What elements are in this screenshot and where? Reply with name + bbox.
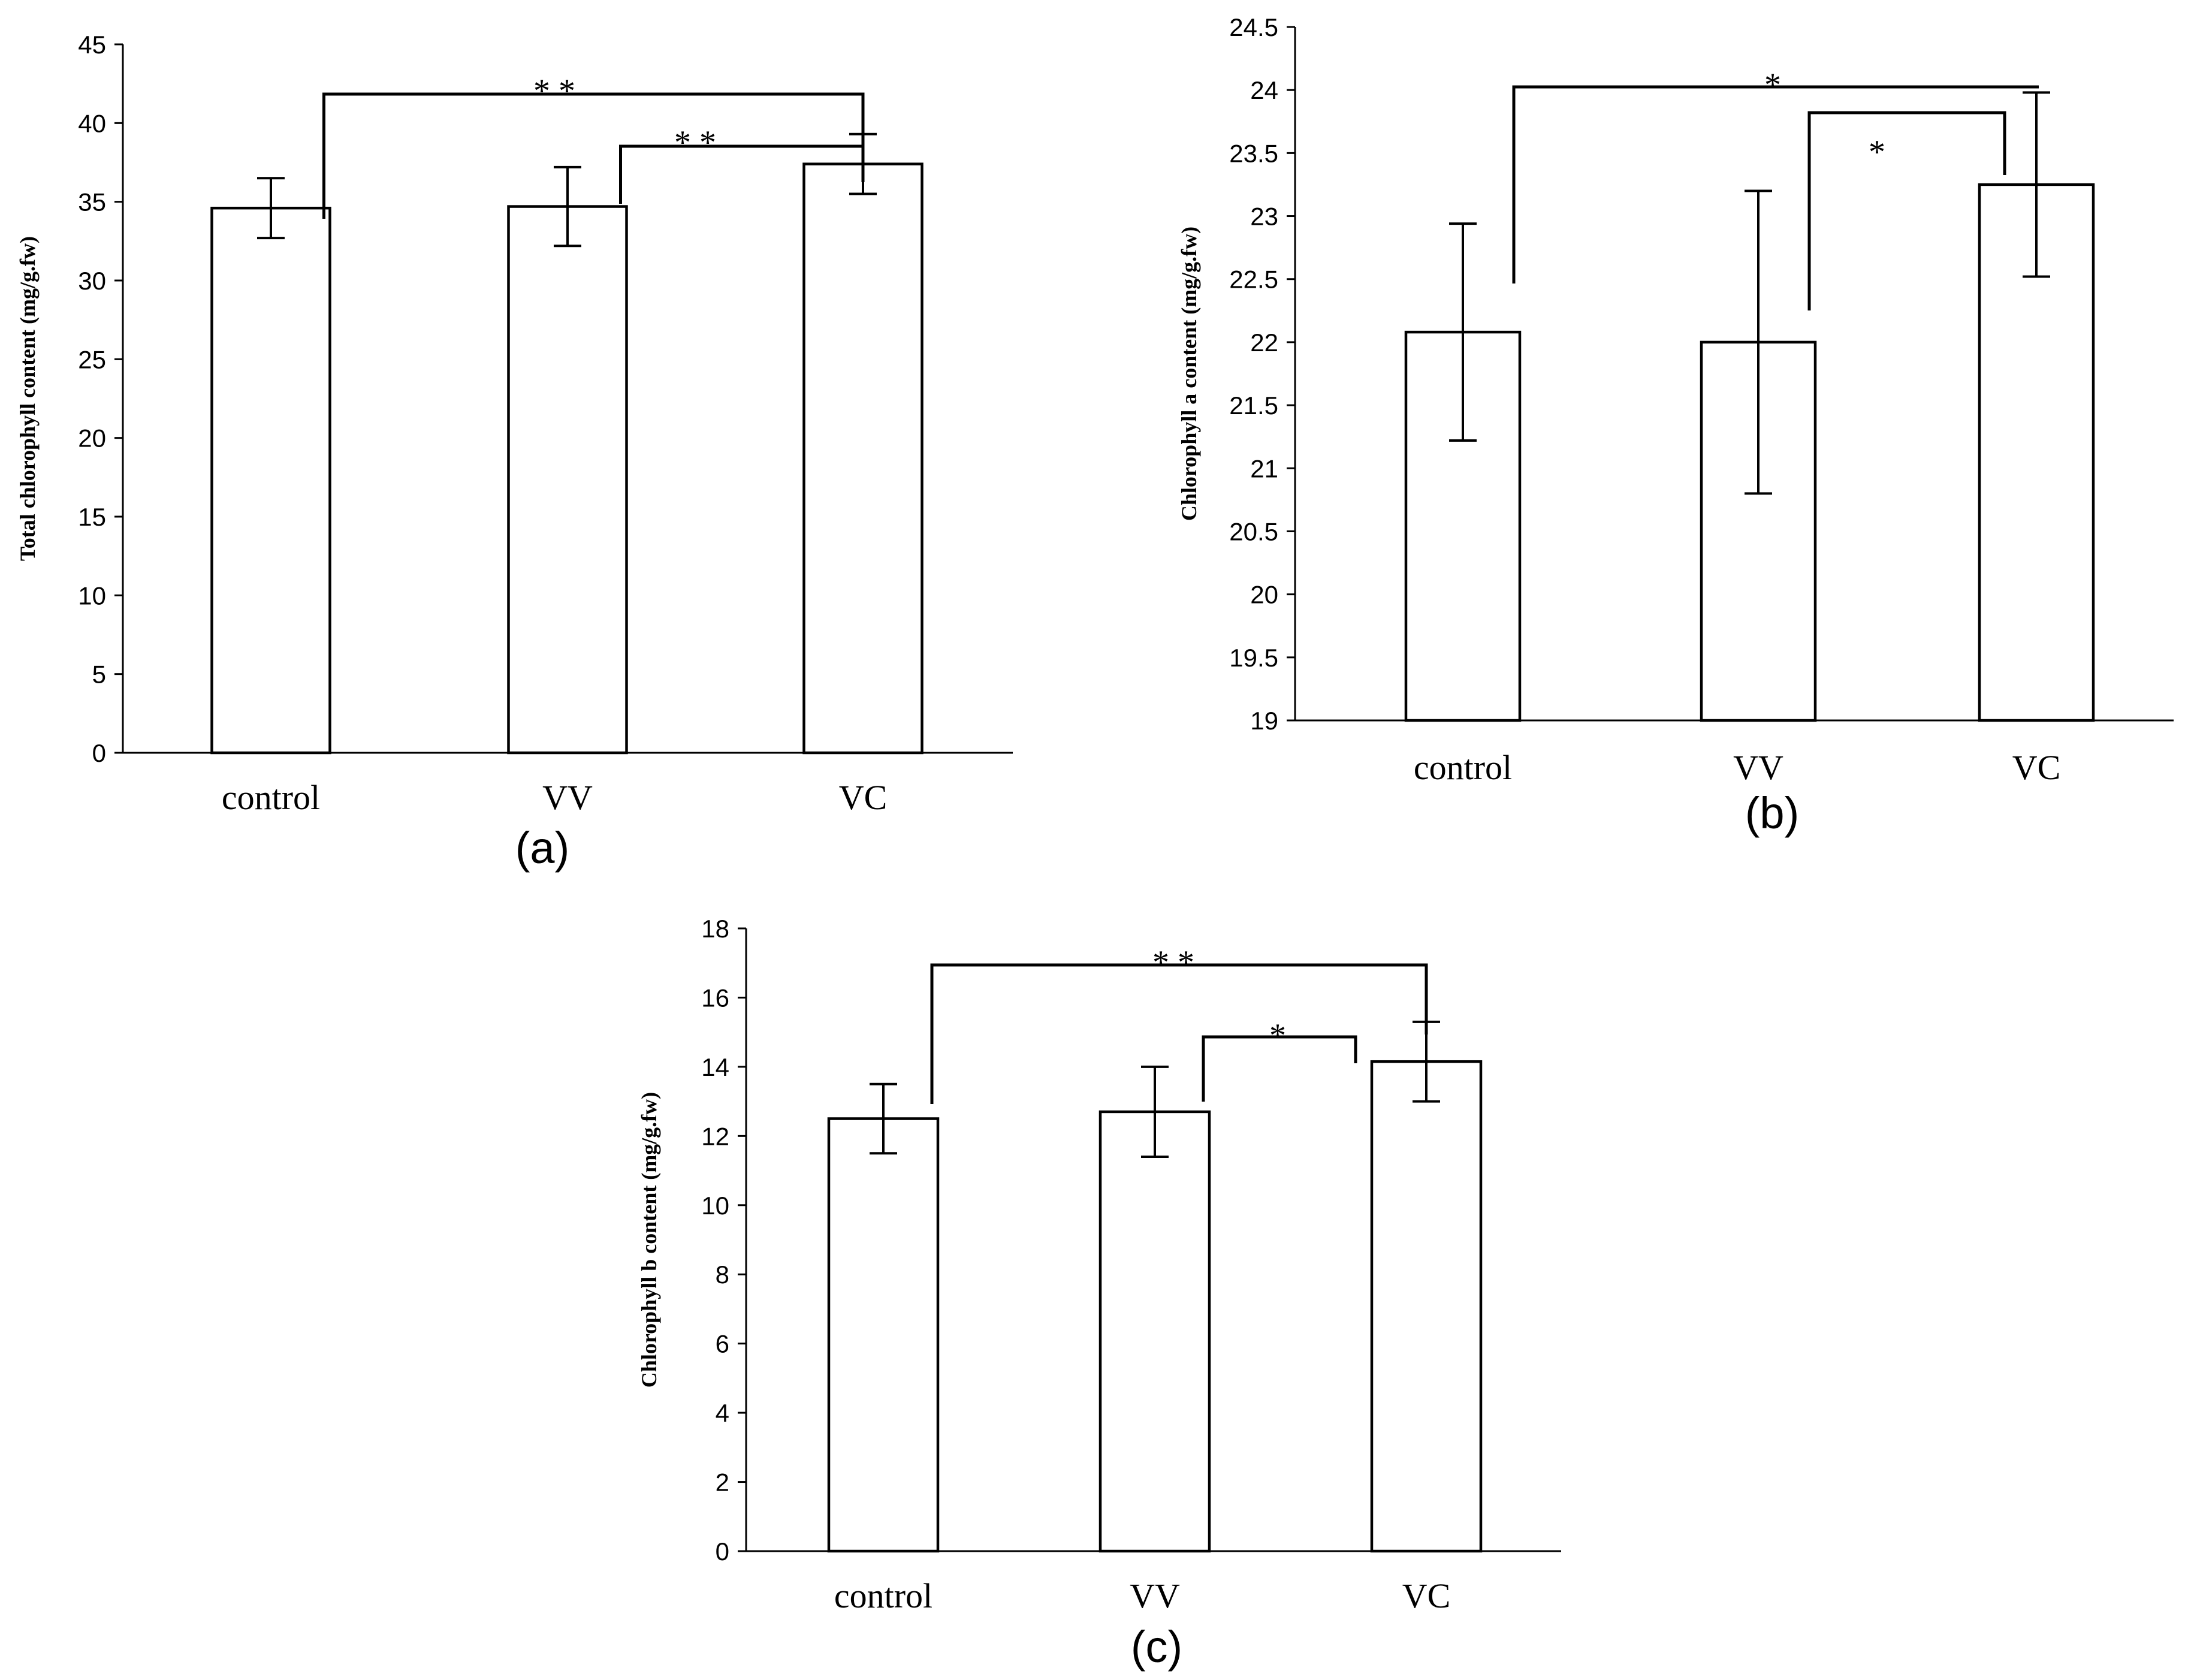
y-tick-label: 20: [78, 424, 106, 453]
x-category-label: VV: [1733, 748, 1783, 787]
y-tick-label: 21.5: [1229, 391, 1278, 420]
y-tick-label: 24: [1250, 76, 1278, 104]
error-bar-vv: [554, 165, 581, 248]
error-bar-control: [1449, 222, 1477, 442]
error-bar-vv: [1141, 1065, 1169, 1158]
y-tick-label: 22: [1250, 328, 1278, 357]
bar-control: [827, 1117, 940, 1553]
chart-panel-a: 0 5 10 15 20 25 30 35 40 45 Total chlorophyll cont…: [16, 31, 1013, 873]
x-category-label: VC: [839, 778, 888, 817]
bracket-line: [930, 963, 1428, 1104]
bracket-line: [1807, 111, 2006, 310]
y-tick-label: 30: [78, 267, 106, 295]
bar-control: [210, 206, 331, 755]
bracket-line: [1512, 85, 2039, 283]
y-tick-label: 25: [78, 345, 106, 373]
chart-panel-c: 0 2 4 6 8 10 12 14 16 18 Chlorophyll b content (mg…: [637, 915, 1561, 1672]
significance-label: * *: [1152, 944, 1194, 981]
significance-bracket: *: [1807, 111, 2006, 310]
x-category-label: VV: [542, 778, 593, 817]
y-tick-label: 45: [78, 31, 106, 59]
significance-bracket: * *: [930, 944, 1428, 1104]
y-tick-label: 23.5: [1229, 139, 1278, 167]
panel-label: (c): [1131, 1622, 1182, 1672]
y-tick-label: 18: [701, 915, 729, 943]
y-tick-label: 0: [92, 739, 106, 767]
x-category-label: control: [834, 1576, 932, 1615]
significance-bracket: *: [1202, 1017, 1357, 1102]
y-tick-label: 0: [716, 1537, 729, 1566]
significance-label: * *: [674, 124, 716, 161]
error-bar-vv: [1745, 189, 1772, 495]
y-tick-label: 19.5: [1229, 644, 1278, 672]
y-tick-label: 21: [1250, 454, 1278, 482]
error-bar-control: [257, 177, 285, 240]
y-tick-label: 2: [716, 1468, 729, 1497]
panel-label: (b): [1745, 788, 1799, 838]
significance-bracket: * *: [619, 124, 865, 204]
significance-bracket: *: [1512, 67, 2039, 283]
significance-label: *: [1869, 134, 1885, 171]
y-tick-label: 12: [701, 1122, 729, 1150]
x-category-label: control: [222, 778, 320, 817]
error-bar-control: [870, 1082, 897, 1155]
x-category-label: VC: [2012, 748, 2061, 787]
y-tick-label: 20.5: [1229, 517, 1278, 545]
y-axis-label: Total chlorophyll content (mg/g.fw): [16, 236, 40, 561]
significance-label: *: [1764, 67, 1781, 104]
bar-vv: [507, 205, 628, 755]
x-category-label: control: [1414, 748, 1512, 787]
y-tick-label: 10: [78, 581, 106, 610]
significance-label: *: [1269, 1017, 1286, 1054]
y-tick-label: 6: [716, 1330, 729, 1358]
y-tick-label: 23: [1250, 203, 1278, 231]
panel-label: (a): [515, 823, 569, 873]
y-axis-label: Chlorophyll a content (mg/g.fw): [1177, 227, 1201, 521]
y-tick-label: 16: [701, 984, 729, 1012]
y-tick-label: 19: [1250, 707, 1278, 735]
y-tick-label: 35: [78, 188, 106, 216]
y-tick-label: 5: [92, 660, 106, 689]
bracket-line: [619, 144, 865, 204]
chart-panel-b: 19 19.5 20 20.5 21 21.5 22 22.5 23 23.5 24 24.5 Chlo…: [1177, 13, 2174, 838]
y-tick-label: 14: [701, 1053, 729, 1081]
y-tick-label: 8: [716, 1260, 729, 1289]
significance-label: * *: [533, 73, 575, 110]
y-tick-label: 40: [78, 109, 106, 137]
significance-bracket: * *: [322, 73, 865, 219]
bar-vv: [1098, 1110, 1211, 1553]
error-bar-vc: [2023, 91, 2050, 278]
bar-vc: [802, 162, 924, 755]
bar-vc: [1370, 1060, 1483, 1553]
y-tick-label: 4: [716, 1399, 729, 1427]
y-tick-label: 20: [1250, 581, 1278, 609]
y-tick-label: 10: [701, 1192, 729, 1220]
x-category-label: VC: [1402, 1576, 1451, 1615]
y-axis-label: Chlorophyll b content (mg/g.fw): [637, 1092, 661, 1388]
y-tick-label: 24.5: [1229, 13, 1278, 41]
bracket-line: [1202, 1035, 1357, 1102]
bracket-line: [322, 92, 865, 219]
x-category-label: VV: [1130, 1576, 1180, 1615]
y-tick-label: 15: [78, 503, 106, 531]
y-tick-label: 22.5: [1229, 266, 1278, 294]
